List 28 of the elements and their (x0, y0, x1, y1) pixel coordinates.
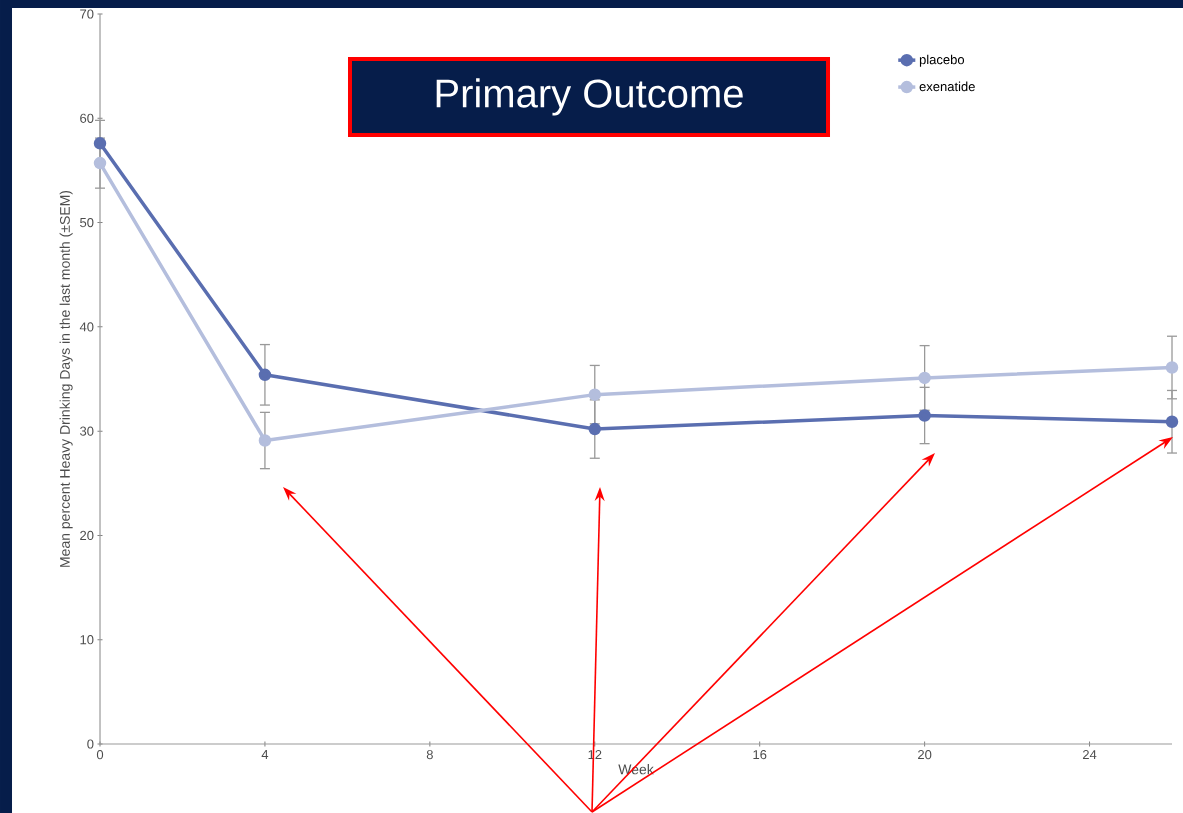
y-tick-label: 20 (80, 530, 94, 541)
x-tick-label: 4 (261, 750, 269, 759)
point (258, 368, 272, 382)
legend-label: placebo (919, 54, 965, 67)
point (1165, 415, 1179, 428)
point (588, 388, 602, 401)
point (918, 371, 931, 385)
point (918, 409, 931, 422)
x-tick-label: 24 (1082, 750, 1097, 760)
point (93, 156, 107, 170)
text: Primary Outcome (436, 78, 743, 116)
x-tick-label: 16 (753, 750, 767, 760)
x-tick-label: 0 (96, 750, 104, 760)
legend-label: exenatide (919, 81, 975, 92)
y-tick-label: 40 (79, 322, 94, 332)
y-tick-label: 70 (80, 9, 94, 19)
point (588, 422, 602, 436)
x-tick-label: 20 (918, 750, 932, 760)
x-tick-label: 8 (426, 750, 433, 760)
point (1165, 361, 1179, 374)
y-tick-label: 50 (80, 217, 94, 228)
point (258, 434, 272, 447)
point (93, 137, 107, 150)
y-tick-label: 60 (80, 113, 94, 123)
y-tick-label: 30 (80, 426, 94, 436)
y-tick-label: 0 (87, 739, 94, 749)
y-axis-title: Mean percent Heavy Drinking Days in the last month (±SEM) (59, 190, 73, 567)
y-tick-label: 10 (80, 635, 94, 645)
